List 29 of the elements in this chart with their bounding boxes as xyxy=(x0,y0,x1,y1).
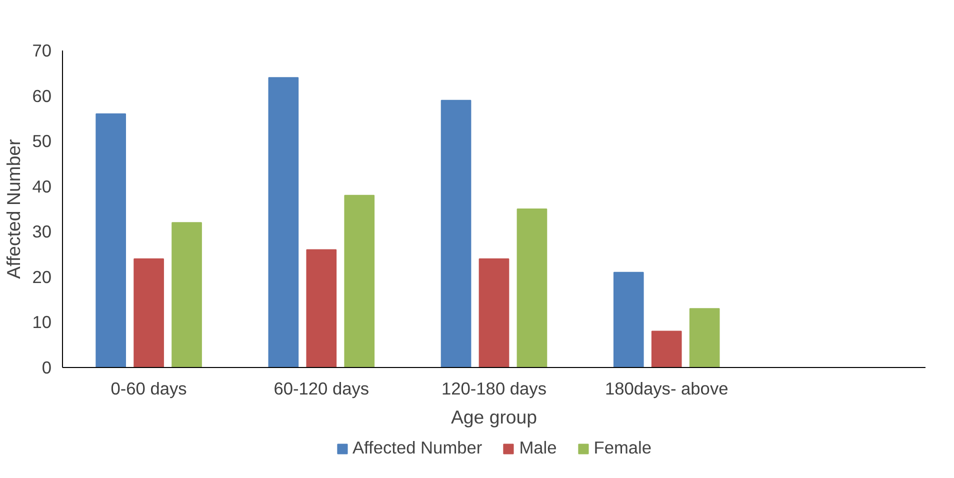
bar xyxy=(268,77,299,368)
y-tick-label: 0 xyxy=(42,358,52,378)
legend-label: Female xyxy=(594,438,652,458)
x-tick-label: 120-180 days xyxy=(441,378,547,398)
bar xyxy=(478,258,510,368)
x-tick-label: 180days- above xyxy=(604,378,728,398)
x-axis-title: Age group xyxy=(450,406,538,428)
bar xyxy=(516,208,548,368)
x-tick-label: 60-120 days xyxy=(274,378,370,398)
bar xyxy=(689,308,720,368)
y-tick-label: 20 xyxy=(32,266,52,287)
y-tick-label: 30 xyxy=(32,222,52,242)
legend-label: Male xyxy=(519,438,557,458)
bar xyxy=(96,113,126,368)
y-tick-label: 10 xyxy=(32,312,52,332)
bar xyxy=(134,258,164,368)
bar xyxy=(613,272,644,368)
legend-label: Affected Number xyxy=(352,438,482,458)
y-tick-label: 50 xyxy=(32,131,52,152)
bar xyxy=(172,222,202,368)
y-axis-title: Affected Number xyxy=(3,139,24,279)
bar xyxy=(344,194,375,368)
y-tick-label: 60 xyxy=(32,86,52,106)
x-tick-label: 0-60 days xyxy=(110,378,188,398)
y-tick-label: 40 xyxy=(32,176,52,196)
bar xyxy=(306,249,337,368)
y-tick-label: 70 xyxy=(32,40,52,60)
bar xyxy=(440,100,472,368)
bar xyxy=(651,330,682,368)
